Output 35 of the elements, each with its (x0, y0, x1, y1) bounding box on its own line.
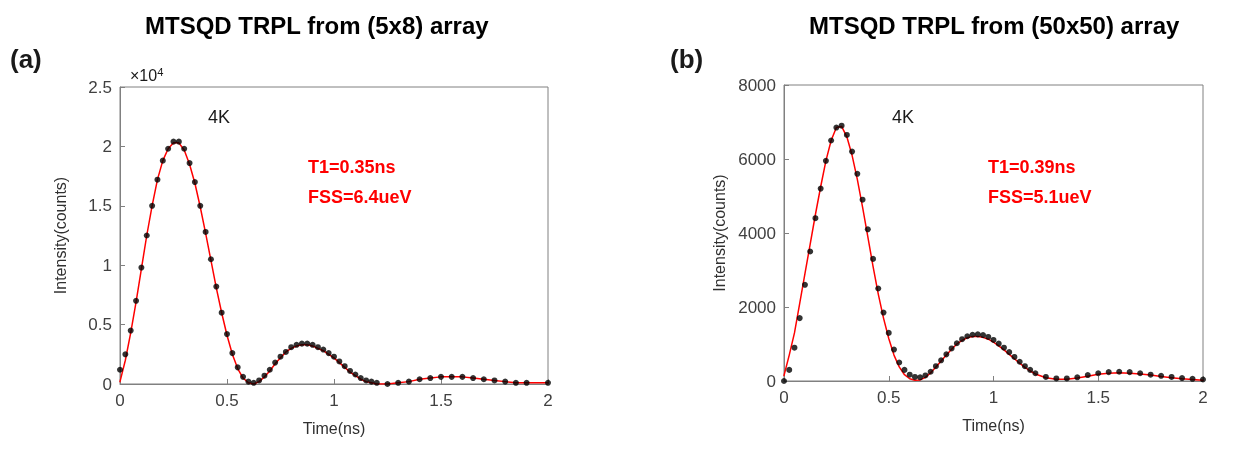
annotation: T1=0.39ns (988, 157, 1076, 177)
y-tick-label: 1 (102, 255, 112, 275)
y-tick-label: 6000 (738, 149, 776, 169)
chart-title: MTSQD TRPL from (50x50) array (809, 11, 1180, 39)
y-tick-label: 0 (766, 371, 776, 391)
y-axis-title: Intensity(counts) (710, 174, 728, 292)
x-tick-label: 1 (329, 391, 339, 410)
x-tick-label: 1 (988, 388, 999, 407)
x-tick-label: 1.5 (1086, 388, 1111, 407)
annotation: FSS=6.4ueV (308, 187, 412, 207)
x-tick-label: 2 (1198, 388, 1208, 407)
x-axis-title: Time(ns) (302, 419, 366, 437)
y-tick-label: 2 (102, 136, 112, 156)
x-tick-label: 0.5 (876, 388, 901, 407)
x-tick-label: 0.5 (215, 391, 239, 410)
chart-title: MTSQD TRPL from (5x8) array (145, 11, 490, 39)
x-tick-label: 0 (115, 391, 125, 410)
y-tick-label: 2000 (738, 297, 776, 317)
y-tick-label: 2.5 (88, 77, 112, 97)
annotation: T1=0.35ns (308, 157, 396, 177)
text: (a) (10, 44, 42, 74)
x-tick-label: 1.5 (429, 391, 453, 410)
annotation: 4K (208, 107, 231, 127)
y-tick-label: 8000 (738, 75, 776, 95)
y-axis-title: Intensity(counts) (51, 176, 69, 295)
y-tick-label: 0.5 (88, 315, 112, 335)
y-tick-label: 1.5 (88, 196, 112, 216)
annotation: FSS=5.1ueV (988, 187, 1092, 207)
annotation: 4K (892, 107, 915, 127)
y-tick-label: 0 (102, 374, 112, 394)
text: (b) (670, 44, 704, 74)
x-tick-label: 2 (543, 391, 553, 410)
y-tick-label: 4000 (738, 223, 776, 243)
x-tick-label: 0 (779, 388, 789, 407)
x-axis-title: Time(ns) (962, 416, 1025, 434)
